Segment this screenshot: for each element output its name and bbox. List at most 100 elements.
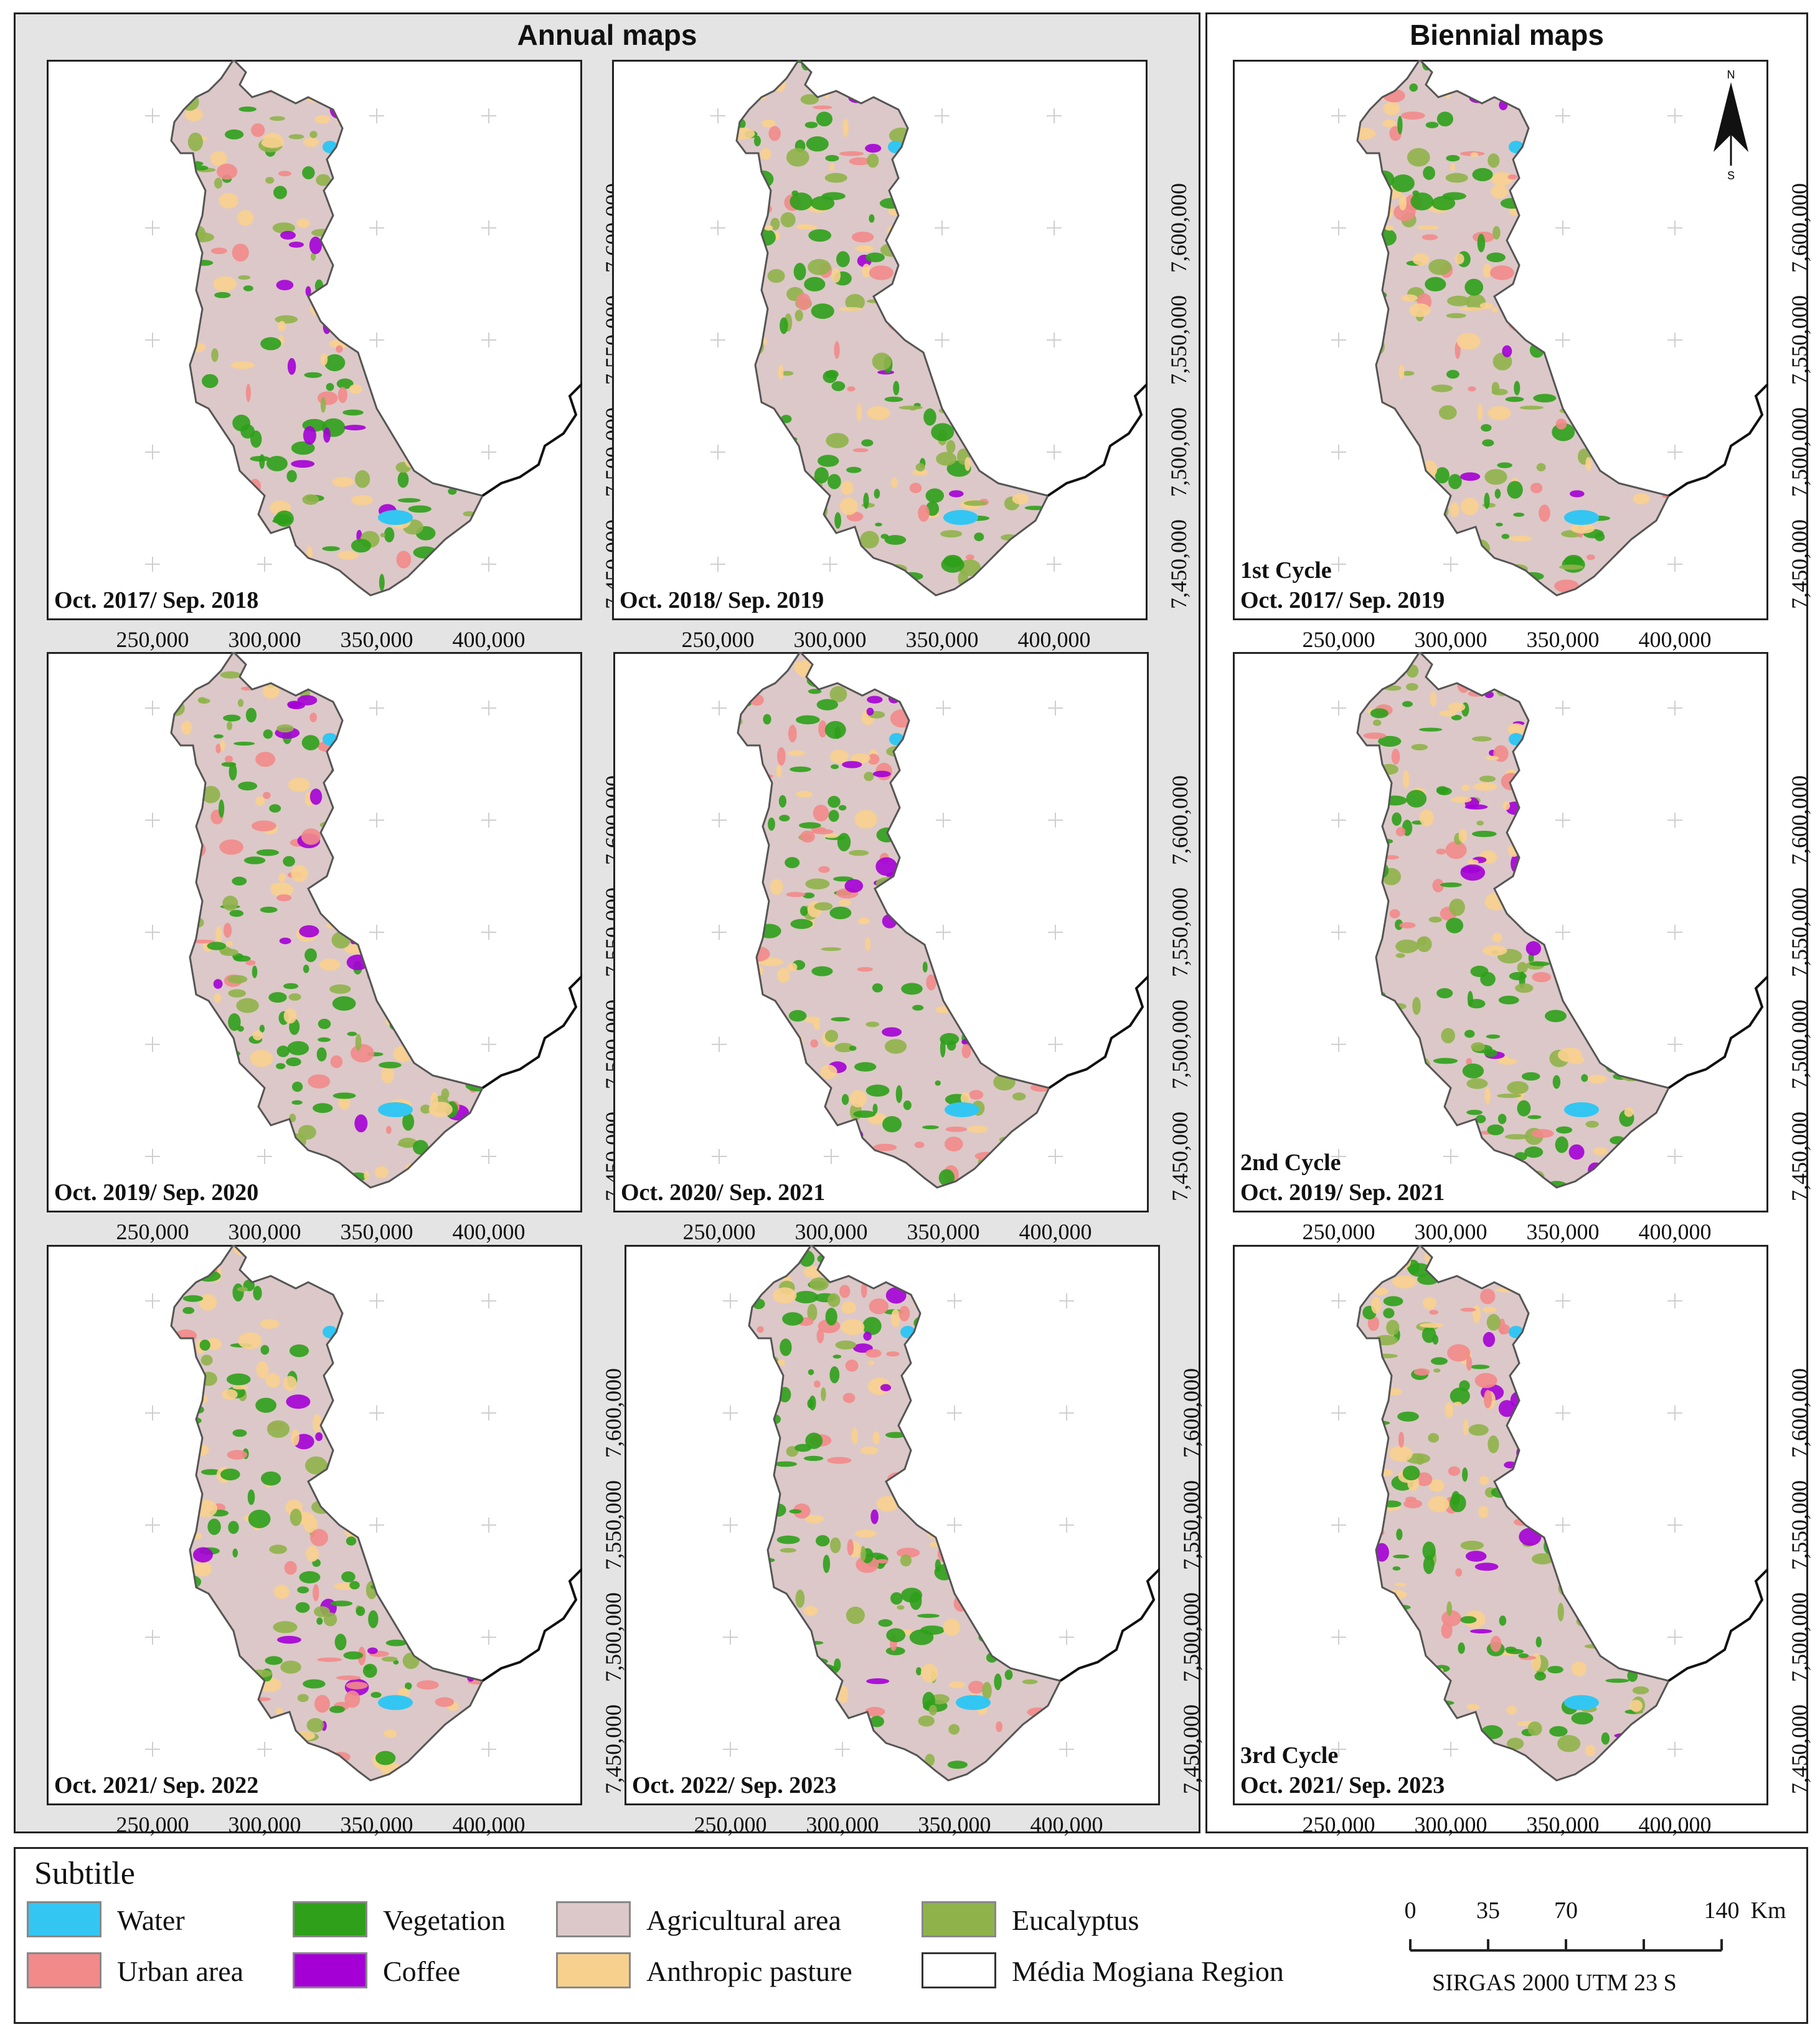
y-tick-label: 7,450,000 bbox=[601, 1704, 626, 1794]
biennial-maps-title: Biennial maps bbox=[1410, 19, 1604, 51]
x-tick-label: 400,000 bbox=[1638, 627, 1712, 652]
period-label-line: Oct. 2017/ Sep. 2018 bbox=[54, 587, 259, 613]
period-label-line: Oct. 2019/ Sep. 2021 bbox=[1240, 1179, 1445, 1206]
x-tick-label: 400,000 bbox=[1017, 627, 1091, 652]
period-label: Oct. 2018/ Sep. 2019 bbox=[620, 585, 824, 615]
y-tick-label: 7,600,000 bbox=[1787, 1368, 1812, 1458]
x-tick-label: 400,000 bbox=[452, 627, 526, 652]
x-tick-label: 400,000 bbox=[1019, 1219, 1092, 1244]
south-label: S bbox=[1727, 169, 1735, 182]
y-tick-label: 7,500,000 bbox=[1179, 1592, 1204, 1682]
y-tick-label: 7,500,000 bbox=[601, 1592, 626, 1682]
region-map bbox=[145, 652, 582, 1189]
y-tick-label: 7,450,000 bbox=[1167, 1112, 1192, 1201]
y-tick-label: 7,500,000 bbox=[1787, 407, 1812, 497]
legend-title: Subtitle bbox=[34, 1856, 135, 1891]
y-tick-label: 7,450,000 bbox=[1166, 519, 1191, 609]
annual-maps-title: Annual maps bbox=[517, 19, 697, 51]
x-tick-label: 350,000 bbox=[905, 627, 979, 652]
x-axis-ticks: 250,000 300,000 350,000 400,000 bbox=[1233, 626, 1768, 654]
region-map bbox=[710, 60, 1148, 597]
x-axis-ticks: 250,000 300,000 350,000 400,000 bbox=[1233, 1812, 1768, 1839]
legend-swatch bbox=[922, 1901, 996, 1937]
scale-tick-140: 140 bbox=[1704, 1897, 1740, 1924]
x-tick-label: 350,000 bbox=[1526, 1219, 1600, 1244]
legend-label: Vegetation bbox=[383, 1904, 506, 1936]
period-label-line: Oct. 2022/ Sep. 2023 bbox=[632, 1772, 837, 1798]
x-tick-label: 250,000 bbox=[1302, 1219, 1375, 1244]
region-map: NS bbox=[1331, 60, 1768, 597]
x-tick-label: 350,000 bbox=[918, 1812, 991, 1837]
land-cover-classes bbox=[737, 60, 1048, 595]
y-tick-label: 7,450,000 bbox=[1787, 1112, 1812, 1201]
period-label-line: Oct. 2017/ Sep. 2019 bbox=[1240, 587, 1445, 613]
y-axis-ticks: 7,450,000 7,500,000 7,550,000 7,600,000 bbox=[1161, 652, 1199, 1212]
x-axis-ticks: 250,000 300,000 350,000 400,000 bbox=[625, 1812, 1160, 1839]
x-tick-label: 350,000 bbox=[1526, 1812, 1600, 1837]
y-axis-ticks: 7,450,000 7,500,000 7,550,000 7,600,000 bbox=[1781, 1245, 1818, 1805]
land-cover-classes bbox=[171, 60, 483, 595]
y-tick-label: 7,450,000 bbox=[1787, 519, 1812, 609]
scale-tick-70: 70 bbox=[1554, 1897, 1578, 1924]
x-tick-label: 300,000 bbox=[228, 1219, 301, 1244]
land-cover-classes bbox=[171, 1245, 483, 1780]
legend: Subtitle Water Urban area Vegetation Coffee… bbox=[14, 1847, 1808, 2024]
land-cover-classes bbox=[749, 1245, 1060, 1780]
x-tick-label: 300,000 bbox=[794, 1219, 868, 1244]
legend-label: Water bbox=[117, 1904, 185, 1936]
period-label-line: 2nd Cycle bbox=[1240, 1150, 1341, 1176]
x-tick-label: 350,000 bbox=[340, 1812, 413, 1837]
legend-label: Agricultural area bbox=[646, 1904, 841, 1936]
scale-bar-line bbox=[1409, 1939, 1723, 1952]
region-map bbox=[145, 60, 582, 597]
x-tick-label: 300,000 bbox=[228, 1812, 301, 1837]
period-label-line: 1st Cycle bbox=[1240, 557, 1332, 584]
y-tick-label: 7,600,000 bbox=[1167, 775, 1192, 865]
x-tick-label: 250,000 bbox=[116, 1219, 189, 1244]
y-axis-ticks: 7,450,000 7,500,000 7,550,000 7,600,000 bbox=[1781, 652, 1818, 1212]
y-tick-label: 7,500,000 bbox=[1787, 1592, 1812, 1682]
scale-tick-0: 0 bbox=[1404, 1897, 1417, 1924]
map-panel: N S 1st Cycle Oct. 2017/ Sep. 2019 250,000 30… bbox=[1233, 60, 1812, 652]
y-tick-label: 7,550,000 bbox=[1787, 1480, 1812, 1570]
period-label: 3rd Cycle Oct. 2021/ Sep. 2023 bbox=[1240, 1741, 1445, 1800]
period-label: 2nd Cycle Oct. 2019/ Sep. 2021 bbox=[1240, 1148, 1445, 1207]
y-tick-label: 7,550,000 bbox=[1179, 1480, 1204, 1570]
map-panel: 3rd Cycle Oct. 2021/ Sep. 2023 250,000 300,… bbox=[1233, 1245, 1812, 1837]
legend-swatch bbox=[293, 1901, 367, 1937]
map-panel: 2nd Cycle Oct. 2019/ Sep. 2021 250,000 300,… bbox=[1233, 652, 1812, 1244]
legend-label: Média Mogiana Region bbox=[1012, 1955, 1284, 1987]
period-label-line: Oct. 2020/ Sep. 2021 bbox=[621, 1179, 826, 1206]
map-panel: Oct. 2022/ Sep. 2023 250,000 300,000 350,00… bbox=[625, 1245, 1204, 1837]
legend-swatch bbox=[922, 1952, 996, 1988]
y-tick-label: 7,600,000 bbox=[1166, 183, 1191, 273]
x-tick-label: 300,000 bbox=[228, 627, 301, 652]
north-arrow-icon: NS bbox=[1714, 69, 1748, 182]
y-tick-label: 7,500,000 bbox=[1167, 999, 1192, 1089]
legend-swatch bbox=[556, 1901, 631, 1937]
y-tick-label: 7,550,000 bbox=[601, 1480, 626, 1570]
land-cover-classes bbox=[171, 652, 483, 1188]
map-panel: Oct. 2017/ Sep. 2018 250,000 300,000 350,00… bbox=[47, 60, 626, 652]
x-tick-label: 350,000 bbox=[1526, 627, 1600, 652]
scale-bar: 0 35 70 140 Km SIRGAS 2000 UTM 23 S bbox=[1395, 1897, 1793, 2003]
period-label: Oct. 2019/ Sep. 2020 bbox=[54, 1178, 258, 1207]
legend-swatch bbox=[293, 1952, 367, 1988]
x-tick-label: 350,000 bbox=[340, 627, 413, 652]
x-tick-label: 300,000 bbox=[793, 627, 867, 652]
y-tick-label: 7,550,000 bbox=[1166, 295, 1191, 385]
y-tick-label: 7,600,000 bbox=[1787, 183, 1812, 273]
y-tick-label: 7,600,000 bbox=[601, 1368, 626, 1458]
x-axis-ticks: 250,000 300,000 350,000 400,000 bbox=[613, 1219, 1149, 1246]
x-tick-label: 250,000 bbox=[1302, 627, 1375, 652]
y-tick-label: 7,600,000 bbox=[1179, 1368, 1204, 1458]
x-axis-ticks: 250,000 300,000 350,000 400,000 bbox=[1233, 1219, 1768, 1246]
legend-label: Eucalyptus bbox=[1012, 1904, 1139, 1936]
x-tick-label: 400,000 bbox=[1638, 1219, 1712, 1244]
period-label: Oct. 2017/ Sep. 2018 bbox=[54, 585, 258, 615]
y-axis-ticks: 7,450,000 7,500,000 7,550,000 7,600,000 bbox=[1781, 60, 1818, 620]
land-cover-classes bbox=[1357, 1245, 1669, 1780]
y-tick-label: 7,500,000 bbox=[1166, 407, 1191, 497]
map-panel: Oct. 2018/ Sep. 2019 250,000 300,000 350,00… bbox=[612, 60, 1191, 652]
scale-unit: Km bbox=[1750, 1897, 1786, 1924]
